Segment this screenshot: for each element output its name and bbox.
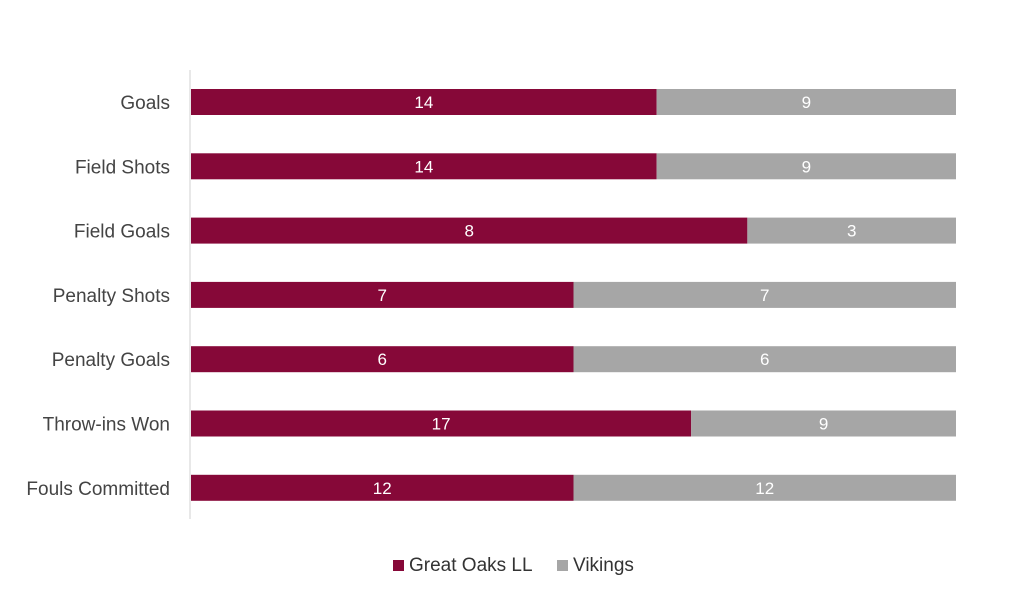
bar-segment-vikings [573, 346, 956, 373]
data-label: 9 [802, 157, 811, 176]
bars-layer: Goals 14 9 Field Shots 14 9 Field Goals 8 3 Penal… [26, 89, 956, 501]
data-label: 12 [373, 479, 392, 498]
category-label: Penalty Shots [53, 286, 170, 307]
data-label: 14 [414, 93, 433, 112]
bar-segment-great-oaks-ll [191, 474, 574, 501]
data-label: 7 [760, 286, 769, 305]
bar-segment-vikings [573, 281, 956, 308]
data-label: 7 [378, 286, 387, 305]
data-label: 9 [819, 415, 828, 434]
category-label: Penalty Goals [52, 350, 170, 371]
data-label: 17 [432, 415, 451, 434]
bar-segment-great-oaks-ll [191, 89, 657, 115]
bar-segment-great-oaks-ll [191, 281, 574, 308]
bar-segment-great-oaks-ll [191, 346, 574, 373]
category-label: Field Goals [74, 222, 170, 243]
bar-segment-great-oaks-ll [191, 217, 748, 244]
legend-swatch [393, 560, 404, 571]
data-label: 12 [755, 479, 774, 498]
legend-entry: Great Oaks LL [409, 555, 533, 576]
data-label: 8 [464, 222, 473, 241]
bar-segment-great-oaks-ll [191, 410, 692, 437]
data-label: 6 [378, 350, 387, 369]
data-label: 6 [760, 350, 769, 369]
bar-segment-vikings [747, 217, 956, 244]
data-label: 14 [414, 157, 433, 176]
legend-swatch [557, 560, 568, 571]
category-label: Field Shots [75, 157, 170, 178]
category-label: Fouls Committed [26, 479, 170, 500]
bar-segment-vikings [656, 89, 956, 115]
bar-segment-vikings [656, 153, 956, 180]
data-label: 3 [847, 222, 856, 241]
category-label: Goals [120, 93, 170, 114]
bar-segment-vikings [573, 474, 956, 501]
data-label: 9 [802, 93, 811, 112]
bar-segment-great-oaks-ll [191, 153, 657, 180]
bar-segment-vikings [691, 410, 956, 437]
legend-entry: Vikings [573, 555, 634, 576]
legend: Great Oaks LL Vikings [393, 555, 634, 576]
category-label: Throw-ins Won [43, 415, 170, 436]
